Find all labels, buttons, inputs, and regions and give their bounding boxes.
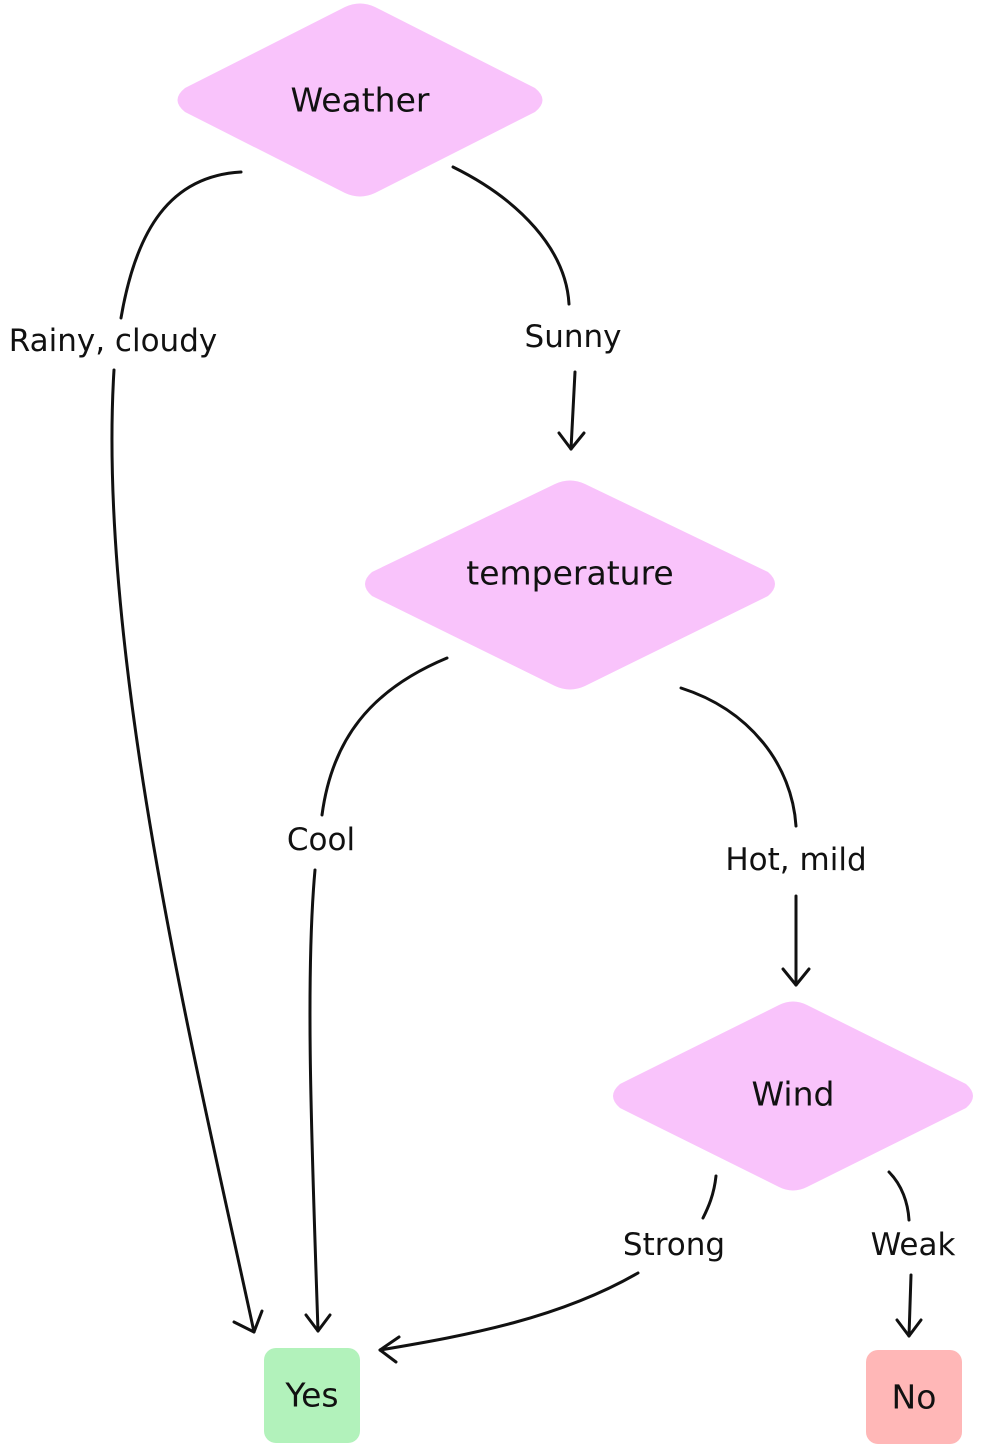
no-box xyxy=(866,1350,962,1444)
edge-sunny: Sunny xyxy=(451,165,622,451)
node-yes: Yes xyxy=(264,1348,360,1443)
node-no: No xyxy=(866,1350,962,1444)
edge-rainy-cloudy-arrowhead xyxy=(232,1309,264,1334)
edge-hot-mild-arrowhead xyxy=(781,967,811,987)
edge-rainy-cloudy-label: Rainy, cloudy xyxy=(9,323,217,359)
edge-cool-line-lower xyxy=(308,868,320,1333)
temperature-label: temperature xyxy=(466,554,673,593)
node-weather: Weather xyxy=(177,3,543,197)
wind-label: Wind xyxy=(752,1075,835,1114)
edge-cool: Cool xyxy=(287,656,449,1333)
edge-rainy-cloudy-line-lower xyxy=(110,368,256,1334)
edge-strong: Strong xyxy=(378,1174,725,1364)
edge-hot-mild-label: Hot, mild xyxy=(725,842,866,878)
wind-diamond xyxy=(613,1001,973,1191)
temperature-diamond xyxy=(365,480,775,690)
edge-weak-line-lower xyxy=(907,1273,913,1338)
no-label: No xyxy=(892,1378,937,1417)
node-temperature: temperature xyxy=(365,480,775,690)
edge-strong-line xyxy=(701,1174,718,1220)
edge-cool-label: Cool xyxy=(287,822,355,858)
edge-hot-mild: Hot, mild xyxy=(679,686,867,987)
edge-strong-line-lower xyxy=(378,1271,640,1352)
edge-weak: Weak xyxy=(871,1170,956,1338)
edge-rainy-cloudy: Rainy, cloudy xyxy=(9,170,264,1334)
edge-sunny-label: Sunny xyxy=(525,319,622,355)
weather-diamond xyxy=(177,3,543,197)
edge-weak-line xyxy=(887,1170,911,1222)
node-wind: Wind xyxy=(613,1001,973,1191)
edge-cool-arrowhead xyxy=(304,1313,332,1333)
edge-strong-arrowhead xyxy=(378,1335,401,1364)
edge-weak-arrowhead xyxy=(895,1318,923,1338)
weather-label: Weather xyxy=(291,81,430,120)
edge-hot-mild-line xyxy=(679,686,798,828)
edge-weak-label: Weak xyxy=(871,1227,956,1263)
edge-strong-label: Strong xyxy=(623,1227,725,1263)
edge-sunny-arrowhead xyxy=(557,431,586,451)
edge-rainy-cloudy-line xyxy=(119,170,243,320)
yes-box xyxy=(264,1348,360,1443)
edge-cool-line xyxy=(320,656,449,817)
edge-sunny-line xyxy=(451,165,571,306)
edge-sunny-line-lower xyxy=(569,370,577,451)
yes-label: Yes xyxy=(284,1376,338,1415)
